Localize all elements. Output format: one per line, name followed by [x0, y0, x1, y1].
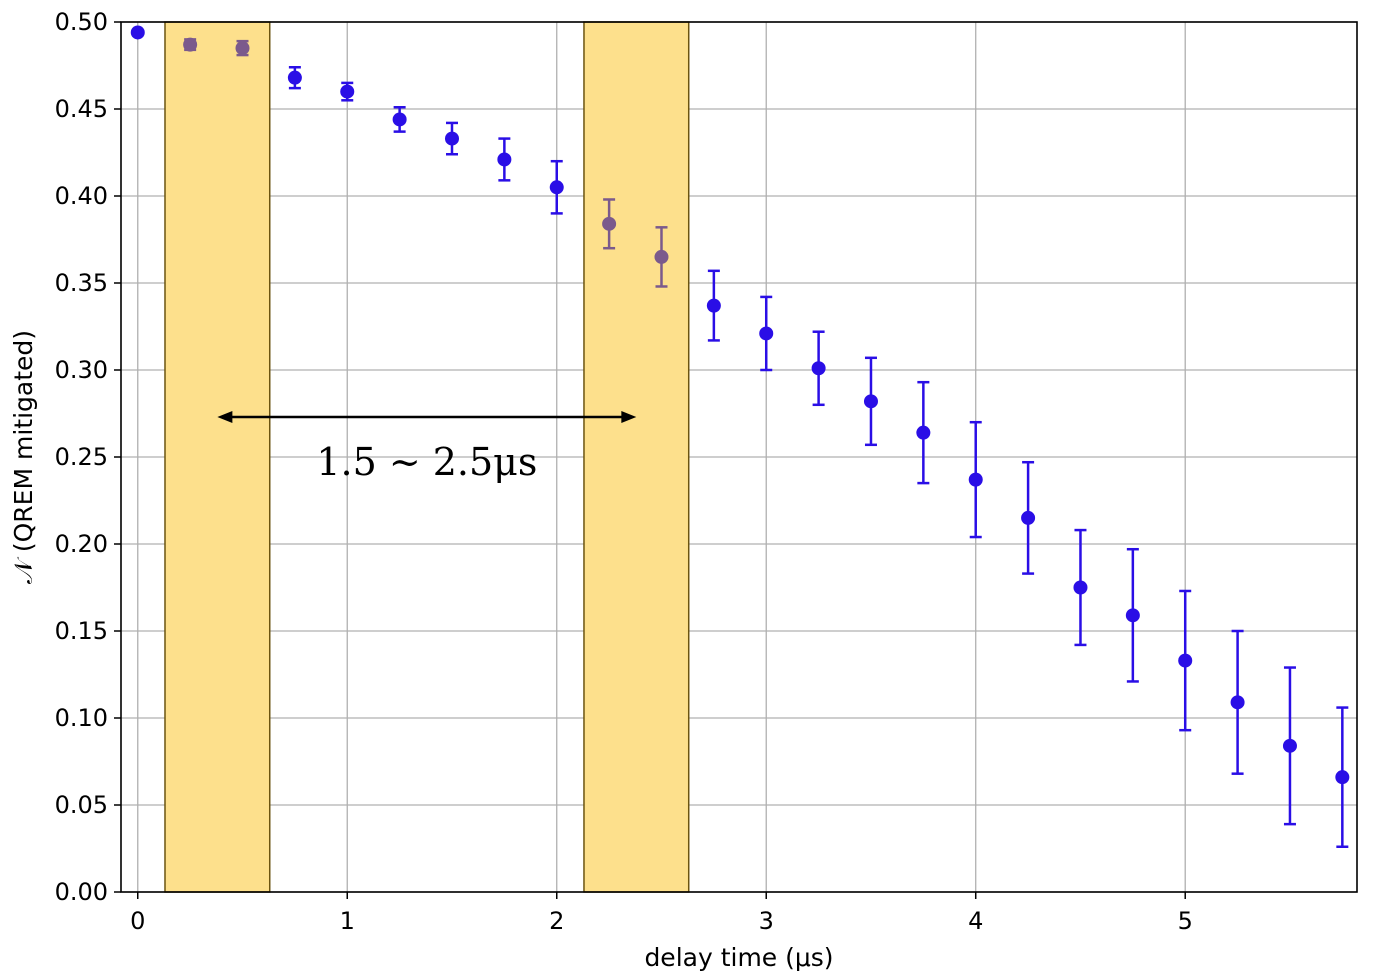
x-tick-label: 5: [1178, 907, 1193, 935]
annotation: 1.5 ∼ 2.5μs: [217, 410, 637, 484]
data-point-9: [549, 159, 564, 215]
data-point-24: [1335, 706, 1350, 849]
y-tick-label: 0.40: [55, 182, 108, 210]
point-marker: [968, 472, 983, 487]
point-marker: [759, 326, 774, 341]
y-tick-label: 0.20: [55, 530, 108, 558]
data-point-8: [497, 137, 512, 182]
point-marker: [287, 70, 302, 85]
y-tick-label: 0.30: [55, 356, 108, 384]
data-point-3: [235, 39, 250, 57]
data-point-7: [444, 121, 459, 156]
data-point-22: [1230, 629, 1245, 775]
data-point-2: [183, 37, 198, 52]
data-point-16: [916, 380, 931, 485]
point-marker: [444, 131, 459, 146]
point-marker: [130, 25, 145, 40]
data-point-19: [1073, 528, 1088, 647]
point-marker: [1021, 510, 1036, 525]
y-tick-label: 0.25: [55, 443, 108, 471]
point-marker: [497, 152, 512, 167]
data-point-21: [1178, 589, 1193, 732]
annotation-text: 1.5 ∼ 2.5μs: [316, 440, 537, 484]
y-tick-label: 0.35: [55, 269, 108, 297]
data-point-1: [130, 25, 145, 40]
highlight-bands: [164, 21, 690, 893]
y-tick-label: 0.00: [55, 878, 108, 906]
y-tick-label: 0.10: [55, 704, 108, 732]
x-axis-label: delay time (μs): [644, 943, 833, 972]
point-marker: [1230, 695, 1245, 710]
data-point-15: [863, 356, 878, 447]
point-marker: [1282, 738, 1297, 753]
point-marker: [549, 180, 564, 195]
highlight-band-1: [164, 21, 271, 893]
point-marker: [340, 84, 355, 99]
annotation-arrowhead-right: [621, 410, 637, 423]
data-point-14: [811, 330, 826, 407]
x-tick-label: 3: [759, 907, 774, 935]
point-marker: [1125, 608, 1140, 623]
point-marker: [811, 361, 826, 376]
data-point-11: [654, 226, 669, 288]
data-point-23: [1282, 666, 1297, 826]
point-marker: [1335, 770, 1350, 785]
data-point-6: [392, 106, 407, 133]
data-point-5: [340, 81, 355, 102]
point-marker: [602, 216, 617, 231]
point-marker: [183, 37, 198, 52]
x-tick-label: 4: [968, 907, 983, 935]
y-tick-label: 0.05: [55, 791, 108, 819]
data-point-12: [706, 269, 721, 342]
point-marker: [916, 425, 931, 440]
point-marker: [1178, 653, 1193, 668]
annotation-arrowhead-left: [217, 410, 233, 423]
x-tick-label: 0: [130, 907, 145, 935]
data-point-4: [287, 65, 302, 90]
axis-ticks: 0 1 2 3 4 5 0.00 0.05 0.10 0.15 0.20 0.25 0.30 0.35 0.…: [55, 8, 1193, 935]
y-tick-label: 0.45: [55, 95, 108, 123]
data-point-18: [1021, 460, 1036, 575]
x-tick-label: 2: [549, 907, 564, 935]
y-tick-label: 0.50: [55, 8, 108, 36]
point-marker: [654, 249, 669, 264]
point-marker: [392, 112, 407, 127]
point-marker: [1073, 580, 1088, 595]
x-tick-label: 1: [340, 907, 355, 935]
point-marker: [706, 298, 721, 313]
data-point-17: [968, 420, 983, 539]
data-point-20: [1125, 547, 1140, 683]
y-tick-label: 0.15: [55, 617, 108, 645]
highlight-band-2: [583, 21, 690, 893]
data-point-10: [602, 198, 617, 250]
point-marker: [235, 41, 250, 56]
point-marker: [863, 394, 878, 409]
data-points: [130, 25, 1350, 849]
y-axis-label: 𝒩 (QREM mitigated): [9, 330, 38, 584]
data-point-13: [759, 295, 774, 372]
